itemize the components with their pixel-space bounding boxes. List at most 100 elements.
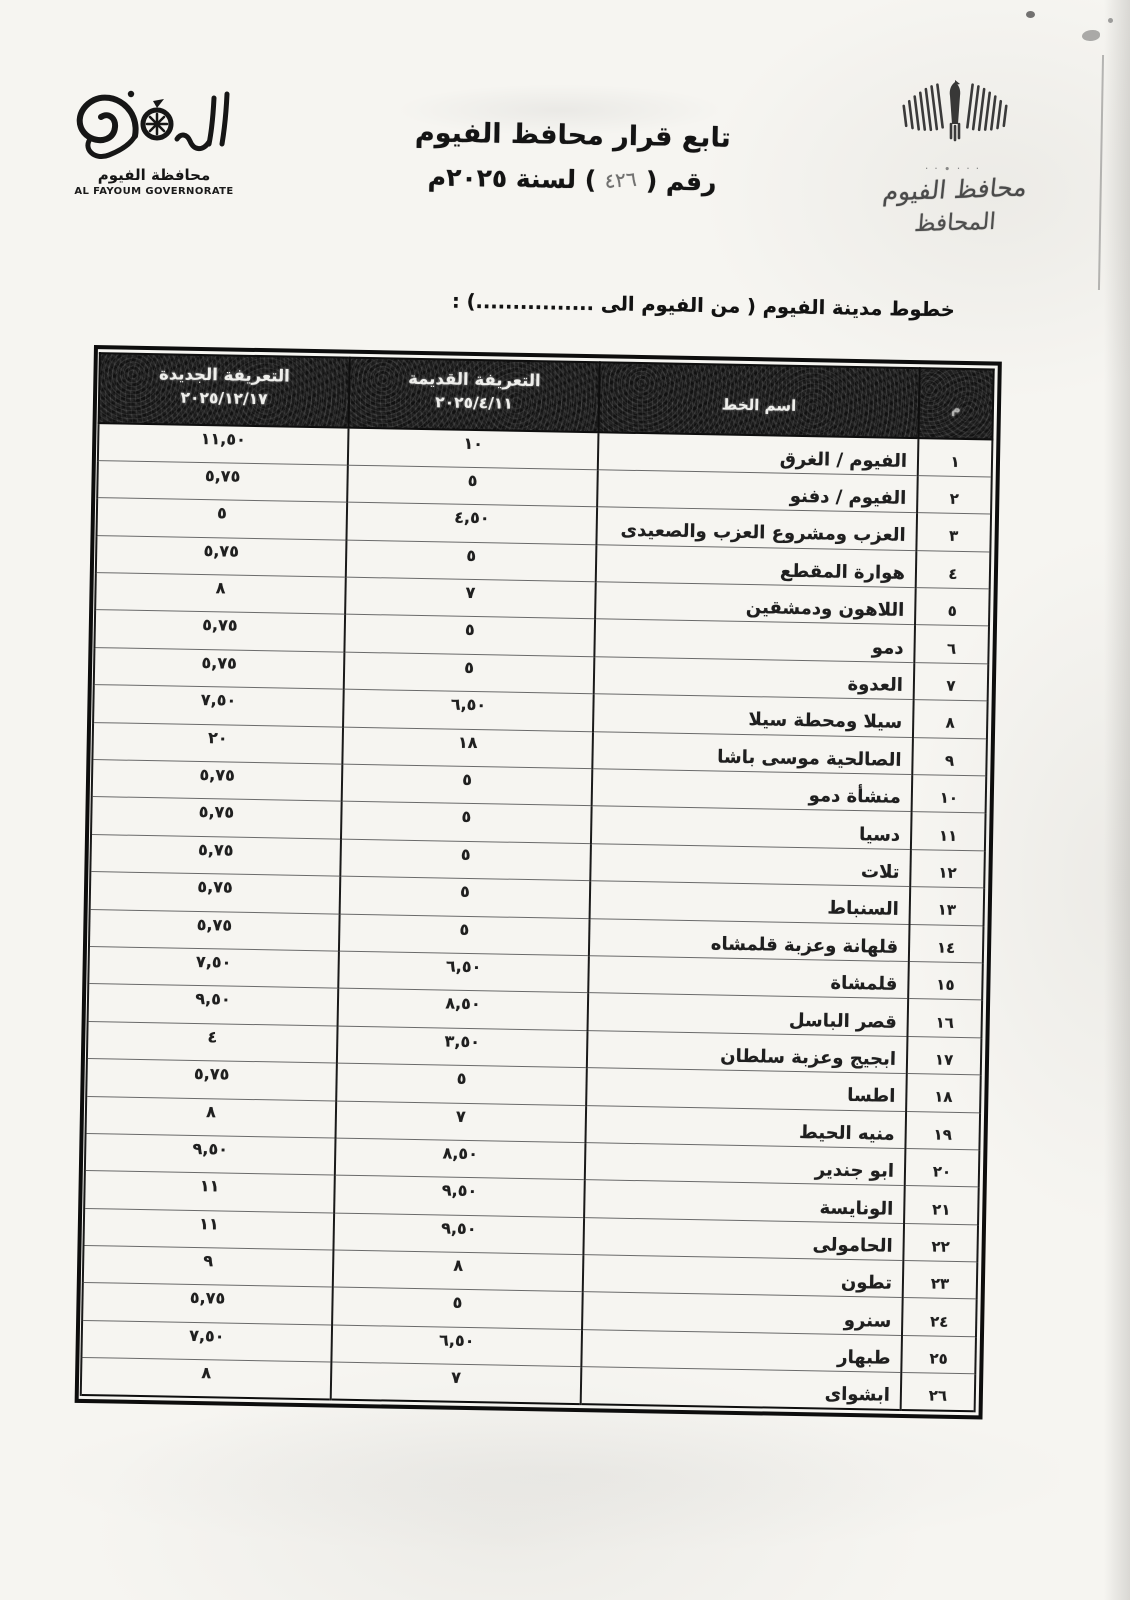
new-fare-cell: ٥,٧٥ <box>82 1282 333 1325</box>
decree-number-suffix: ) لسنة ٢٠٢٥م <box>427 162 597 195</box>
new-fare-cell: ٩,٥٠ <box>87 983 339 1026</box>
old-fare-title: التعريفة القديمة <box>408 368 541 391</box>
row-number-cell: ١١ <box>910 811 986 851</box>
new-fare-cell: ٧,٥٠ <box>81 1320 333 1363</box>
new-fare-cell: ٥,٧٥ <box>93 647 345 690</box>
row-number-cell: ١٣ <box>909 886 985 926</box>
line-name-cell: منشأة دمو <box>591 768 913 812</box>
line-name-cell: الونايسة <box>584 1179 905 1224</box>
new-fare-cell: ٢٠ <box>92 722 344 765</box>
logo-arabic-name: محافظة الفيوم <box>97 166 211 184</box>
new-fare-cell: ٨ <box>85 1096 337 1138</box>
new-fare-cell: ٥,٧٥ <box>88 909 340 952</box>
old-fare-cell: ٤,٥٠ <box>346 502 598 545</box>
line-name-cell: ابو جندير <box>584 1142 906 1186</box>
old-fare-cell: ٧ <box>345 577 596 620</box>
row-number-cell: ١٤ <box>908 924 984 963</box>
row-number-cell: ١٢ <box>910 849 985 889</box>
old-fare-cell: ١٠ <box>347 427 599 470</box>
old-fare-cell: ٦,٥٠ <box>331 1324 583 1367</box>
line-name-cell: دمو <box>594 619 916 663</box>
old-fare-cell: ٦,٥٠ <box>338 951 589 994</box>
old-fare-cell: ٨,٥٠ <box>337 988 589 1031</box>
old-fare-cell: ٨,٥٠ <box>334 1137 586 1180</box>
stamp-ink-dots: ···∙·· <box>924 162 986 175</box>
decree-title-block: تابع قرار محافظ الفيوم رقم ( ٤٢٦ ) لسنة … <box>364 116 780 197</box>
new-fare-cell: ٥,٧٥ <box>86 1058 337 1101</box>
scan-speck <box>1026 11 1035 18</box>
line-name-cell: اطسا <box>586 1067 907 1112</box>
old-fare-cell: ٧ <box>335 1100 587 1143</box>
row-number-cell: ٢٦ <box>900 1372 976 1412</box>
line-name-cell: ابجيج وعزبة سلطان <box>586 1030 908 1074</box>
old-fare-cell: ٩,٥٠ <box>334 1175 585 1218</box>
line-name-cell: منيه الحيط <box>585 1105 907 1149</box>
new-fare-cell: ٧,٥٠ <box>88 946 339 989</box>
row-number-cell: ٦ <box>914 625 989 664</box>
scan-smudge <box>60 1400 1060 1550</box>
row-number-cell: ٢ <box>917 475 992 515</box>
line-name-cell: العزب ومشروع العزب والصعيدى <box>596 507 918 551</box>
old-fare-cell: ٥ <box>345 539 597 582</box>
old-fare-cell: ٩,٥٠ <box>333 1212 585 1255</box>
new-fare-cell: ٧,٥٠ <box>93 684 344 727</box>
scan-speck <box>1082 30 1100 41</box>
row-number-cell: ١ <box>917 438 993 477</box>
row-number-cell: ٩ <box>912 737 987 776</box>
scan-edge-shade <box>1104 0 1130 1600</box>
col-header-old-fare: التعريفة القديمة ٢٠٢٥/٤/١١ <box>348 357 600 433</box>
col-header-new-fare: التعريفة الجديدة ٢٠٢٥/١٢/١٧ <box>98 353 350 428</box>
scan-speck <box>1108 18 1113 23</box>
stamp-text-governor-of-fayoum: محافظ الفيوم <box>881 172 1029 207</box>
stamp-text-the-governor: المحافظ <box>913 208 997 238</box>
fares-table: م اسم الخط التعريفة القديمة ٢٠٢٥/٤/١١ ال… <box>79 352 995 1413</box>
old-fare-cell: ٣,٥٠ <box>336 1025 588 1068</box>
line-name-cell: العدوة <box>593 656 915 700</box>
new-fare-cell: ٨ <box>95 572 346 615</box>
line-name-cell: سنرو <box>582 1292 903 1336</box>
line-name-cell: اللاهون ودمشقين <box>595 581 916 626</box>
governorate-logo-icon <box>76 90 230 159</box>
old-fare-cell: ٥ <box>332 1287 583 1330</box>
new-fare-title: التعريفة الجديدة <box>158 364 290 386</box>
line-name-cell: طبهار <box>581 1329 902 1373</box>
logo-latin-name: AL FAYOUM GOVERNORATE <box>74 186 234 197</box>
line-name-cell: الفيوم / دفنو <box>597 469 918 513</box>
old-fare-cell: ١٨ <box>342 726 594 769</box>
line-name-cell: قصر الباسل <box>587 993 909 1037</box>
section-heading: خطوط مدينة الفيوم ( من الفيوم الى ......… <box>452 289 956 322</box>
line-name-cell: دسيا <box>590 806 912 850</box>
row-number-cell: ١٦ <box>907 998 983 1038</box>
new-fare-cell: ٥,٧٥ <box>94 610 346 652</box>
new-fare-cell: ٥ <box>96 497 348 540</box>
row-number-cell: ٢٥ <box>901 1335 976 1375</box>
line-name-cell: قلهانة وعزبة قلمشاه <box>588 918 910 962</box>
new-fare-cell: ٥,٧٥ <box>95 535 347 578</box>
old-fare-cell: ٨ <box>332 1250 584 1293</box>
line-name-cell: الفيوم / الغرق <box>597 432 919 476</box>
row-number-cell: ٧ <box>913 662 989 702</box>
governor-stamp-block: ···∙·· محافظ الفيوم المحافظ <box>830 72 1080 237</box>
decree-number-prefix: رقم ( <box>645 166 717 197</box>
new-fare-cell: ٥,٧٥ <box>89 871 341 914</box>
row-number-cell: ٤ <box>915 550 991 590</box>
row-number-cell: ١٨ <box>906 1073 981 1113</box>
line-name-cell: الحامولى <box>583 1217 905 1261</box>
col-header-number: م <box>918 368 994 440</box>
old-fare-date: ٢٠٢٥/٤/١١ <box>435 393 513 413</box>
line-name-cell: ابشواى <box>580 1366 902 1411</box>
old-fare-cell: ٥ <box>341 764 593 807</box>
row-number-cell: ٢٤ <box>901 1297 977 1337</box>
new-fare-cell: ٥,٧٥ <box>91 759 343 802</box>
row-number-cell: ٢٢ <box>903 1223 979 1262</box>
decree-title-line2: رقم ( ٤٢٦ ) لسنة ٢٠٢٥م <box>364 161 779 197</box>
eagle-emblem-icon <box>902 80 1008 142</box>
row-number-cell: ٢٣ <box>902 1260 978 1300</box>
line-name-cell: قلمشاة <box>588 955 909 999</box>
row-number-cell: ٢٠ <box>904 1148 980 1188</box>
new-fare-cell: ٥,٧٥ <box>91 796 342 839</box>
old-fare-cell: ٥ <box>340 838 591 881</box>
row-number-cell: ١٠ <box>911 774 987 814</box>
fares-table-wrap: م اسم الخط التعريفة القديمة ٢٠٢٥/٤/١١ ال… <box>74 345 1002 1420</box>
